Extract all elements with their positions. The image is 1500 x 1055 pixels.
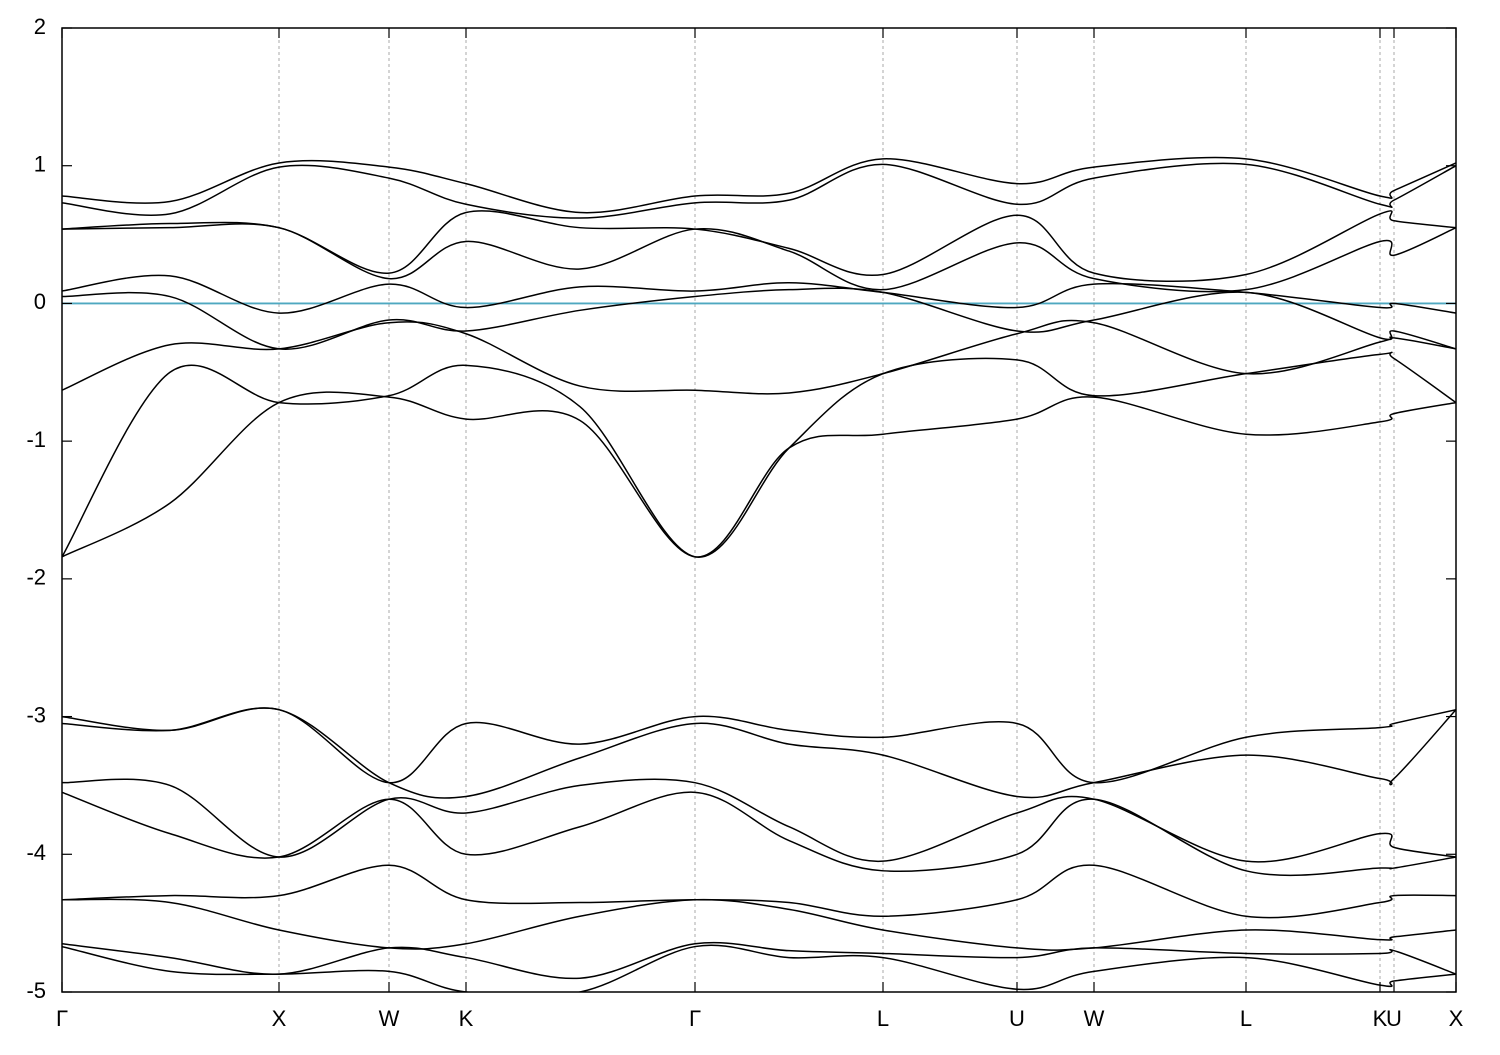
y-tick-label: -3 xyxy=(26,702,46,727)
x-tick-label: W xyxy=(379,1006,400,1031)
band-line xyxy=(62,391,1456,558)
band-line xyxy=(62,287,1456,350)
band-line xyxy=(62,944,1456,992)
band-line xyxy=(62,864,1456,919)
x-tick-label: Γ xyxy=(56,1006,68,1031)
x-tick-label: U xyxy=(1386,1006,1402,1031)
grid xyxy=(61,28,1457,992)
band-line xyxy=(62,791,1456,877)
plot-frame xyxy=(61,27,1457,993)
band-line xyxy=(62,162,1456,219)
y-tick-label: -4 xyxy=(26,840,46,865)
band-line xyxy=(62,210,1456,283)
band-line xyxy=(62,351,1456,558)
x-tick-label: K xyxy=(459,1006,474,1031)
band-line xyxy=(62,707,1456,799)
band-line xyxy=(62,156,1456,214)
y-tick-label: -5 xyxy=(26,978,46,1003)
x-tick-label: W xyxy=(1084,1006,1105,1031)
y-tick-label: 0 xyxy=(34,289,46,314)
band-line xyxy=(62,778,1456,863)
y-tick-label: -2 xyxy=(26,565,46,590)
band-line xyxy=(62,274,1456,314)
band-line xyxy=(62,707,1456,784)
x-tick-label: X xyxy=(272,1006,287,1031)
x-tick-label: K xyxy=(1373,1006,1388,1031)
band-line xyxy=(62,898,1456,951)
x-tick-label: X xyxy=(1449,1006,1464,1031)
y-tick-label: -1 xyxy=(26,427,46,452)
x-tick-label: Γ xyxy=(689,1006,701,1031)
bands xyxy=(62,156,1456,992)
x-tick-label: L xyxy=(877,1006,889,1031)
y-tick-label: 1 xyxy=(34,152,46,177)
band-line xyxy=(62,319,1456,395)
x-tick-label: L xyxy=(1240,1006,1252,1031)
band-line xyxy=(62,223,1456,293)
band-line xyxy=(62,941,1456,980)
x-tick-label: U xyxy=(1009,1006,1025,1031)
y-tick-label: 2 xyxy=(34,14,46,39)
